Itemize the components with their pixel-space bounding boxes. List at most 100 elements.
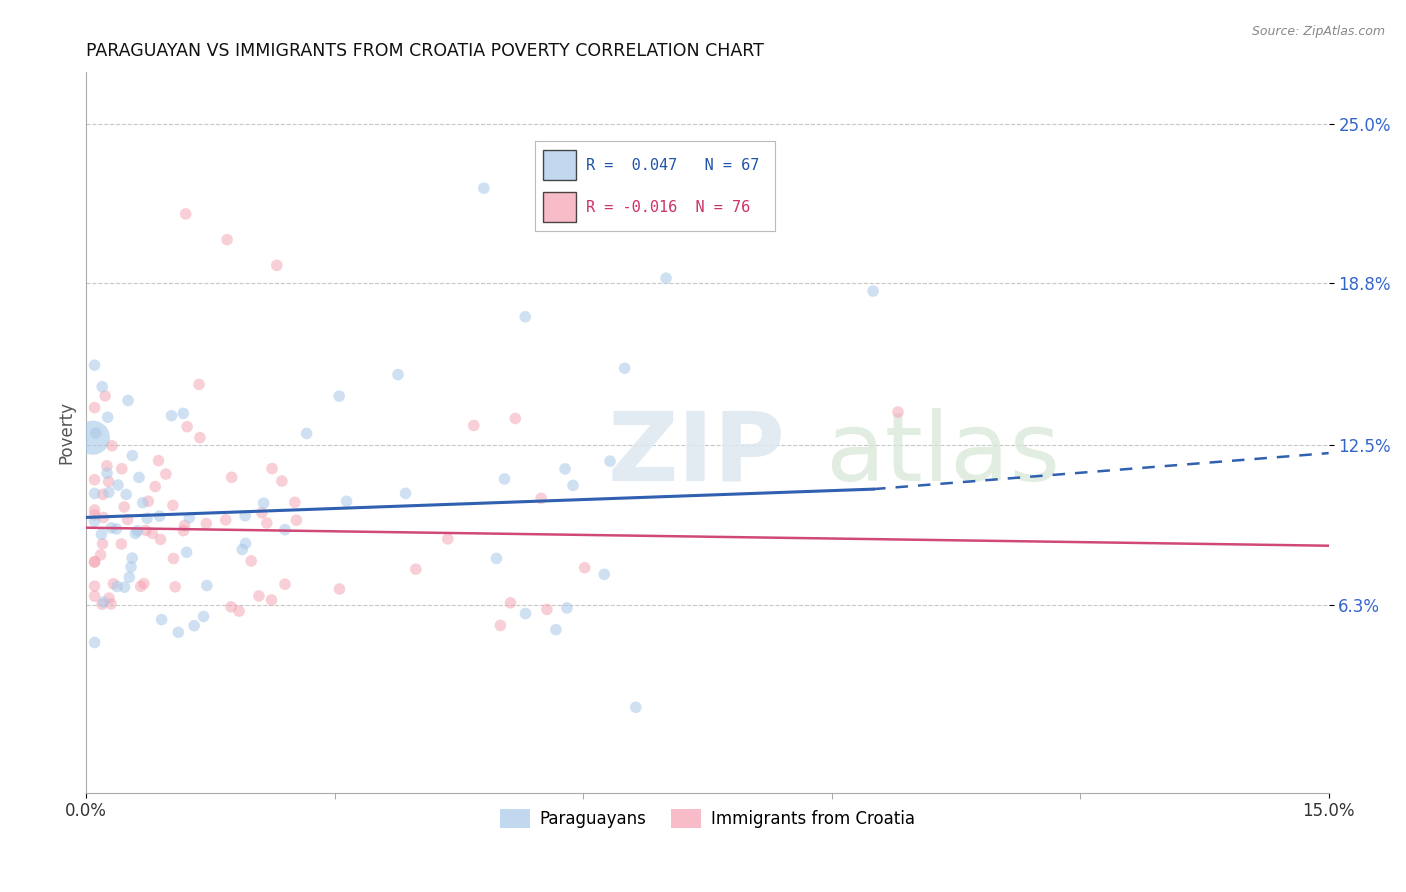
Point (91, 537, 114, 551)
Point (112, 500, 135, 514)
Point (195, 516, 218, 531)
Point (285, 513, 308, 527)
Point (862, 284, 884, 298)
Point (118, 570, 141, 584)
Point (143, 479, 166, 493)
Point (335, 494, 357, 508)
Point (162, 551, 184, 566)
Point (91, 380, 114, 394)
Point (260, 593, 283, 607)
Point (613, 361, 636, 376)
Point (83, 555, 105, 569)
Point (167, 625, 190, 640)
Point (256, 516, 278, 530)
Point (111, 461, 134, 475)
Point (172, 406, 194, 420)
FancyBboxPatch shape (543, 151, 576, 180)
Point (503, 411, 526, 425)
Point (129, 579, 152, 593)
Point (124, 526, 146, 541)
Point (83, 401, 105, 415)
Point (530, 491, 553, 506)
Point (98, 591, 121, 606)
Point (115, 487, 138, 501)
Point (284, 495, 307, 509)
Point (271, 474, 294, 488)
Point (193, 609, 215, 624)
Point (176, 419, 198, 434)
Point (100, 521, 122, 535)
Point (128, 470, 150, 484)
Point (105, 522, 128, 536)
Point (240, 554, 263, 568)
Point (554, 462, 576, 476)
Point (107, 478, 129, 492)
Point (173, 518, 195, 533)
Point (83, 473, 105, 487)
Point (91, 487, 114, 501)
Point (515, 310, 537, 324)
Point (83, 579, 105, 593)
Point (472, 181, 495, 195)
Point (114, 580, 136, 594)
Point (221, 470, 243, 484)
Point (266, 258, 288, 272)
Point (217, 233, 239, 247)
Point (97, 410, 120, 425)
Point (132, 576, 155, 591)
Point (195, 578, 218, 592)
Point (235, 536, 257, 550)
Point (131, 496, 153, 510)
Point (599, 454, 621, 468)
Point (84, 425, 107, 440)
Point (83, 503, 105, 517)
Point (141, 526, 163, 541)
Point (655, 271, 678, 285)
Text: PARAGUAYAN VS IMMIGRANTS FROM CROATIA POVERTY CORRELATION CHART: PARAGUAYAN VS IMMIGRANTS FROM CROATIA PO… (86, 42, 765, 60)
Point (562, 478, 585, 492)
Point (274, 523, 297, 537)
Point (90, 527, 112, 541)
Point (83, 555, 105, 569)
Legend: Paraguayans, Immigrants from Croatia: Paraguayans, Immigrants from Croatia (494, 802, 922, 835)
Point (162, 499, 184, 513)
Point (176, 545, 198, 559)
Point (624, 700, 647, 714)
Point (219, 599, 242, 614)
Point (274, 577, 297, 591)
Point (247, 589, 270, 603)
Point (135, 524, 157, 538)
Point (494, 472, 516, 486)
Point (82, 431, 104, 445)
Point (328, 582, 350, 596)
Point (463, 418, 485, 433)
Point (117, 393, 139, 408)
Point (110, 537, 132, 551)
Point (295, 426, 318, 441)
Point (83, 514, 105, 528)
Text: R = -0.016  N = 76: R = -0.016 N = 76 (586, 200, 749, 214)
Point (233, 508, 256, 523)
Point (83, 635, 105, 649)
Point (136, 494, 159, 508)
Point (179, 510, 201, 524)
Point (93, 595, 115, 609)
Point (172, 524, 194, 538)
Text: atlas: atlas (825, 408, 1060, 500)
Point (574, 560, 596, 574)
Point (121, 449, 143, 463)
Point (489, 618, 512, 632)
Point (328, 389, 350, 403)
Point (136, 511, 159, 525)
Point (253, 496, 276, 510)
Point (499, 596, 522, 610)
Point (96, 458, 118, 473)
Point (593, 567, 616, 582)
Point (405, 562, 427, 576)
Point (262, 461, 284, 475)
Point (127, 524, 149, 538)
Y-axis label: Poverty: Poverty (58, 401, 75, 464)
Point (117, 512, 139, 526)
Point (83, 358, 105, 372)
Point (188, 377, 211, 392)
